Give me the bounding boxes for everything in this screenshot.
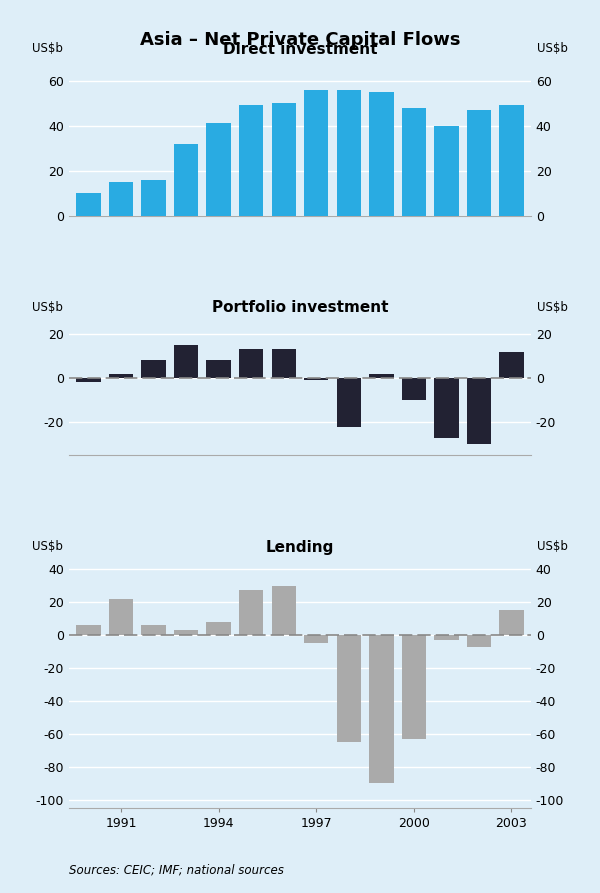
Bar: [142, 361, 166, 378]
Text: US$b: US$b: [32, 42, 63, 55]
Bar: [109, 373, 133, 378]
Bar: [239, 590, 263, 635]
Title: Direct investment: Direct investment: [223, 42, 377, 57]
Bar: [239, 105, 263, 216]
Bar: [76, 193, 101, 216]
Bar: [272, 586, 296, 635]
Title: Portfolio investment: Portfolio investment: [212, 300, 388, 315]
Bar: [401, 378, 426, 400]
Bar: [401, 635, 426, 739]
Bar: [369, 373, 394, 378]
Bar: [142, 179, 166, 216]
Bar: [499, 610, 524, 635]
Bar: [337, 635, 361, 742]
Bar: [434, 126, 458, 216]
Bar: [272, 349, 296, 378]
Bar: [272, 103, 296, 216]
Text: Asia – Net Private Capital Flows: Asia – Net Private Capital Flows: [140, 31, 460, 49]
Text: US$b: US$b: [537, 540, 568, 553]
Bar: [304, 635, 328, 643]
Bar: [401, 108, 426, 216]
Bar: [499, 105, 524, 216]
Bar: [369, 635, 394, 783]
Bar: [109, 598, 133, 635]
Bar: [206, 123, 231, 216]
Bar: [337, 378, 361, 427]
Bar: [467, 378, 491, 444]
Bar: [174, 630, 199, 635]
Bar: [304, 378, 328, 380]
Bar: [206, 622, 231, 635]
Text: US$b: US$b: [32, 540, 63, 553]
Bar: [499, 352, 524, 378]
Bar: [467, 635, 491, 647]
Bar: [206, 361, 231, 378]
Bar: [304, 89, 328, 216]
Text: US$b: US$b: [32, 301, 63, 313]
Bar: [174, 144, 199, 216]
Title: Lending: Lending: [266, 539, 334, 555]
Bar: [369, 92, 394, 216]
Text: Sources: CEIC; IMF; national sources: Sources: CEIC; IMF; national sources: [69, 864, 284, 877]
Text: US$b: US$b: [537, 301, 568, 313]
Bar: [142, 625, 166, 635]
Bar: [76, 625, 101, 635]
Bar: [174, 345, 199, 378]
Bar: [337, 89, 361, 216]
Bar: [434, 635, 458, 640]
Bar: [109, 182, 133, 216]
Bar: [239, 349, 263, 378]
Text: US$b: US$b: [537, 42, 568, 55]
Bar: [434, 378, 458, 438]
Bar: [467, 110, 491, 216]
Bar: [76, 378, 101, 382]
